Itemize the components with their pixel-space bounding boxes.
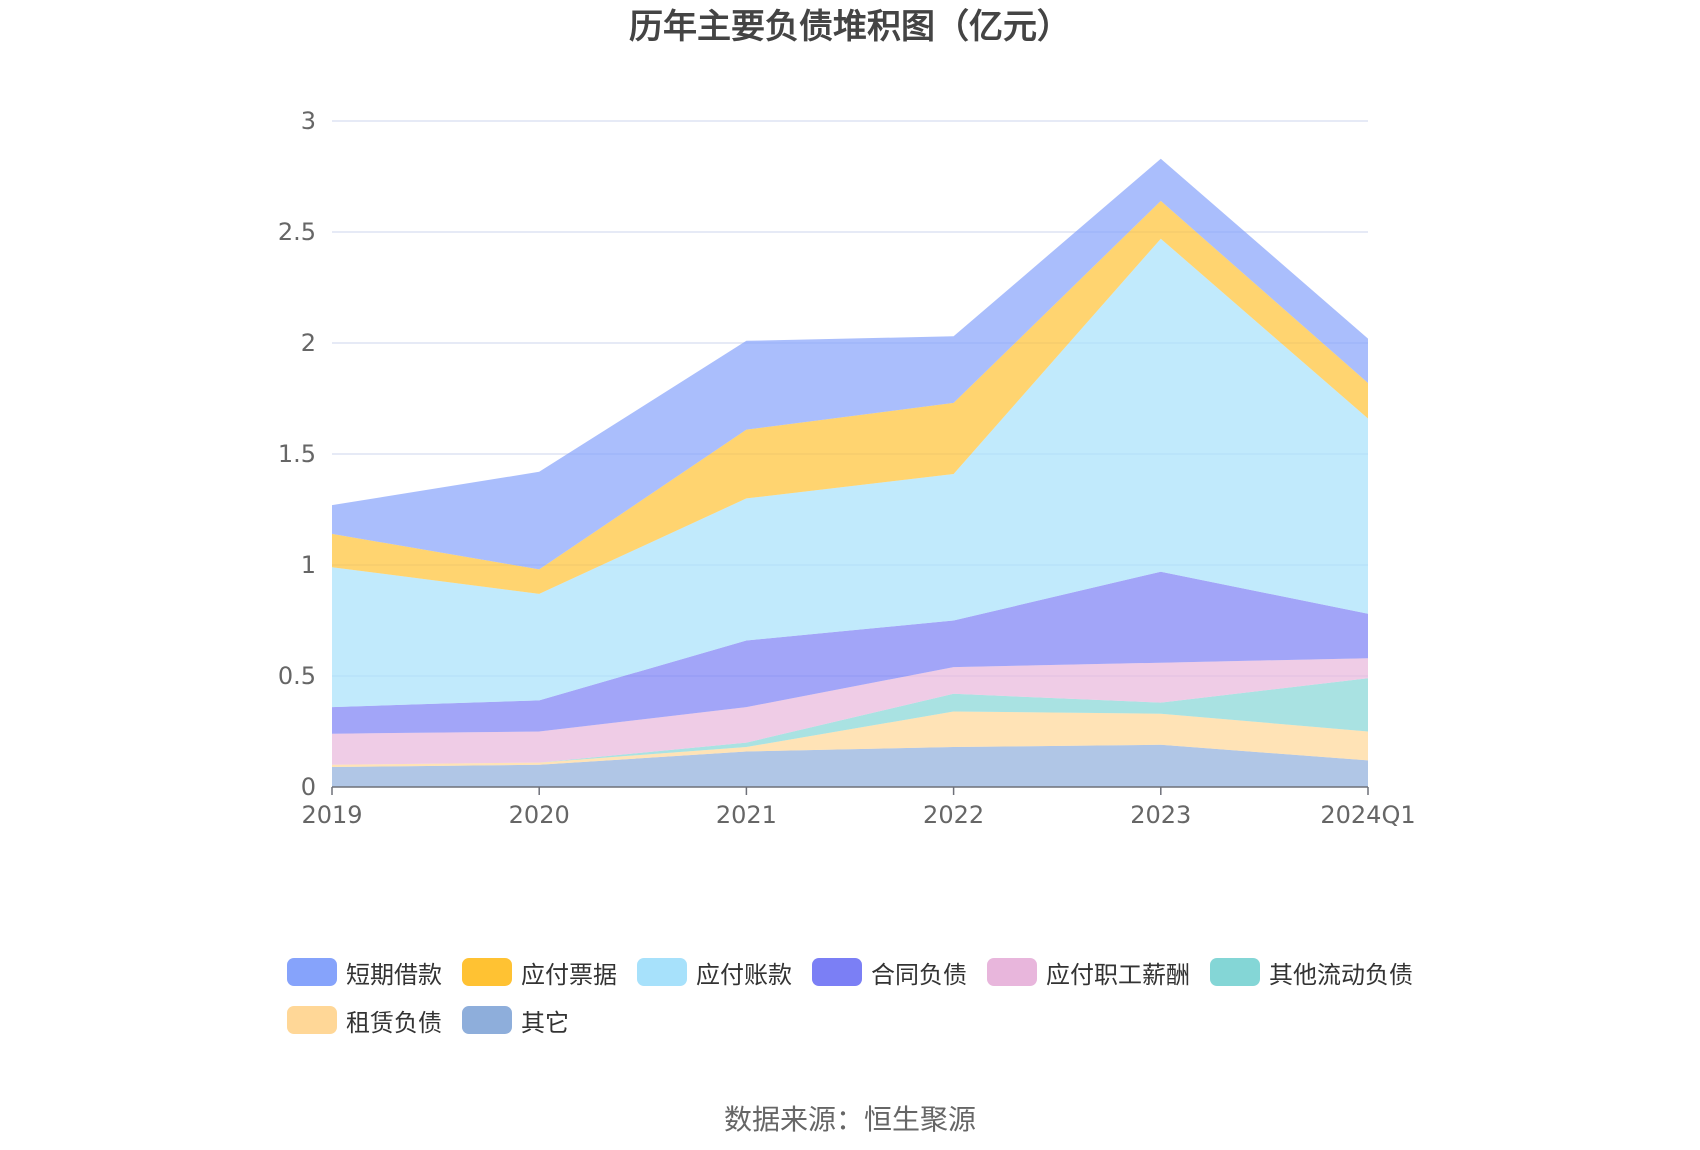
legend-label: 应付票据 — [521, 960, 617, 989]
x-tick-label: 2024Q1 — [1320, 801, 1415, 829]
legend-swatch — [812, 958, 862, 986]
legend-label: 其他流动负债 — [1269, 960, 1413, 989]
area-series-4[interactable] — [332, 571, 1368, 734]
y-tick-label: 2.5 — [278, 218, 316, 246]
legend-swatch — [287, 958, 337, 986]
y-tick-label: 0 — [301, 773, 316, 801]
y-tick-label: 3 — [301, 107, 316, 135]
area-series — [332, 158, 1368, 787]
x-tick-label: 2021 — [716, 801, 777, 829]
x-tick-label: 2019 — [301, 801, 362, 829]
area-series-6[interactable] — [332, 200, 1368, 594]
legend-item[interactable]: 应付票据 — [462, 948, 617, 996]
legend-item[interactable]: 租赁负债 — [287, 996, 442, 1044]
area-series-7[interactable] — [332, 158, 1368, 570]
legend-swatch — [1210, 958, 1260, 986]
legend: 短期借款 应付票据 应付账款 合同负债 应付职工薪酬 其他流动负债租赁负债 其它 — [287, 948, 1467, 1044]
legend-swatch — [462, 1006, 512, 1034]
x-tick-label: 2020 — [509, 801, 570, 829]
stacked-area-chart: 0 0.5 1 1.5 2 2.5 3 2019 2020 2021 2022 2023 2024Q1 — [278, 107, 1416, 829]
legend-swatch — [987, 958, 1037, 986]
area-series-3[interactable] — [332, 658, 1368, 765]
legend-label: 短期借款 — [346, 960, 442, 989]
x-tick-label: 2023 — [1130, 801, 1191, 829]
legend-label: 租赁负债 — [346, 1008, 442, 1037]
legend-item[interactable]: 其他流动负债 — [1210, 948, 1413, 996]
data-source-note: 数据来源：恒生聚源 — [723, 1103, 976, 1136]
chart-title: 历年主要负债堆积图（亿元） — [629, 7, 1071, 47]
legend-swatch — [462, 958, 512, 986]
area-series-2[interactable] — [332, 678, 1368, 765]
y-tick-label: 1 — [301, 551, 316, 579]
legend-swatch — [637, 958, 687, 986]
legend-label: 合同负债 — [871, 960, 967, 989]
y-tick-label: 1.5 — [278, 440, 316, 468]
y-tick-label: 2 — [301, 329, 316, 357]
y-tick-label: 0.5 — [278, 662, 316, 690]
axes: 0 0.5 1 1.5 2 2.5 3 2019 2020 2021 2022 2023 2024Q1 — [278, 107, 1416, 829]
area-series-1[interactable] — [332, 711, 1368, 768]
legend-item[interactable]: 合同负债 — [812, 948, 967, 996]
legend-item[interactable]: 其它 — [462, 996, 569, 1044]
legend-item[interactable]: 短期借款 — [287, 948, 442, 996]
legend-label: 应付职工薪酬 — [1046, 960, 1190, 989]
x-tick-label: 2022 — [923, 801, 984, 829]
legend-item[interactable]: 应付职工薪酬 — [987, 948, 1190, 996]
legend-item[interactable]: 应付账款 — [637, 948, 792, 996]
area-series-5[interactable] — [332, 238, 1368, 708]
area-series-0[interactable] — [332, 744, 1368, 787]
legend-swatch — [287, 1006, 337, 1034]
legend-label: 应付账款 — [696, 960, 792, 989]
legend-label: 其它 — [521, 1008, 569, 1037]
